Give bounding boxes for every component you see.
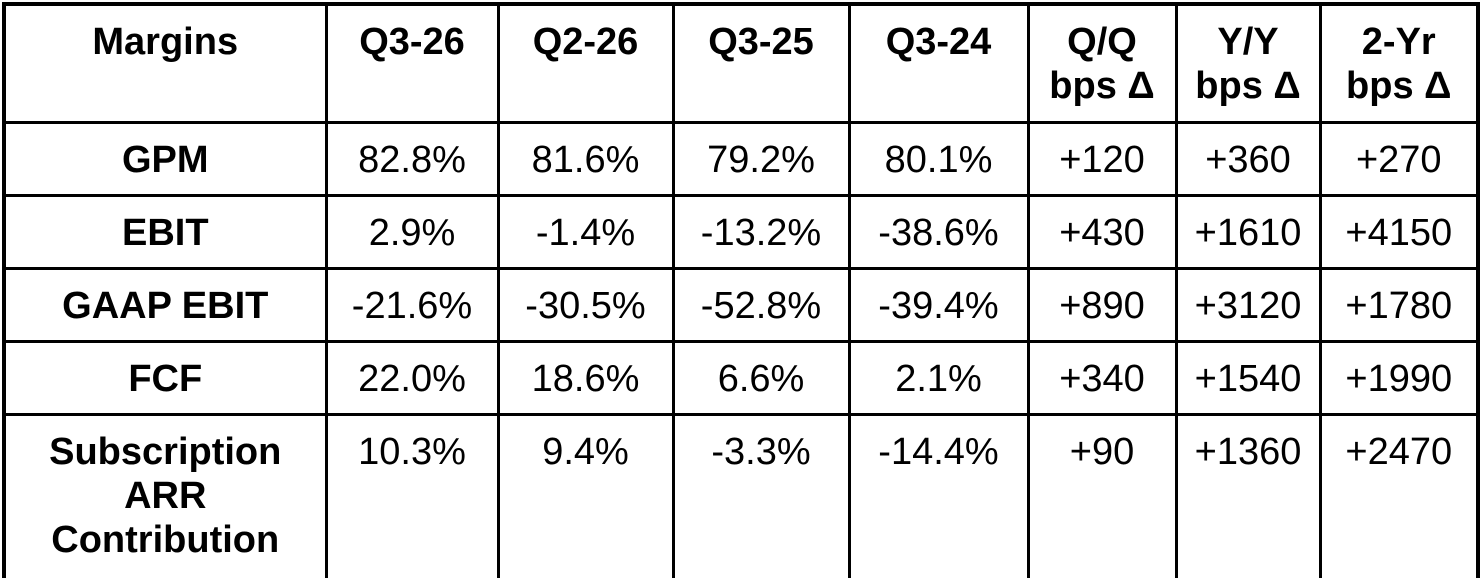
table-cell: -1.4% [496, 193, 675, 270]
table-row-fcf: FCF 22.0% 18.6% 6.6% 2.1% +340 +1540 +1990 [2, 339, 1480, 416]
table-cell: 9.4% [496, 412, 675, 578]
table-cell: 79.2% [671, 120, 851, 197]
table-cell: 6.6% [671, 339, 851, 416]
table-cell: 18.6% [496, 339, 675, 416]
row-label-ebit: EBIT [2, 193, 328, 270]
table-cell: 22.0% [324, 339, 500, 416]
column-header-q3-25: Q3-25 [671, 2, 851, 124]
table-cell: -14.4% [847, 412, 1030, 578]
table-cell: +430 [1026, 193, 1178, 270]
table-cell: -30.5% [496, 266, 675, 343]
row-label-gpm: GPM [2, 120, 328, 197]
header-row: Margins Q3-26 Q2-26 Q3-25 Q3-24 Q/Q bps Δ Y/Y … [2, 2, 1480, 124]
column-header-q3-26: Q3-26 [324, 2, 500, 124]
table-row-ebit: EBIT 2.9% -1.4% -13.2% -38.6% +430 +1610 +4150 [2, 193, 1480, 270]
table-cell: -21.6% [324, 266, 500, 343]
table-cell: +340 [1026, 339, 1178, 416]
table-cell: 2.9% [324, 193, 500, 270]
table-cell: +890 [1026, 266, 1178, 343]
table-cell: 2.1% [847, 339, 1030, 416]
table-cell: 82.8% [324, 120, 500, 197]
table-cell: -39.4% [847, 266, 1030, 343]
table-cell: 10.3% [324, 412, 500, 578]
table-cell: 81.6% [496, 120, 675, 197]
table-cell: -38.6% [847, 193, 1030, 270]
table-row-gaap-ebit: GAAP EBIT -21.6% -30.5% -52.8% -39.4% +890 +31… [2, 266, 1480, 343]
table-cell: +1610 [1174, 193, 1322, 270]
table-cell: +2470 [1318, 412, 1480, 578]
column-header-2-yr-bps: 2-Yr bps Δ [1318, 2, 1480, 124]
table-cell: +3120 [1174, 266, 1322, 343]
table-cell: +1360 [1174, 412, 1322, 578]
table-cell: +360 [1174, 120, 1322, 197]
table-row-gpm: GPM 82.8% 81.6% 79.2% 80.1% +120 +360 +270 [2, 120, 1480, 197]
table-cell: +270 [1318, 120, 1480, 197]
column-header-q-q-bps: Q/Q bps Δ [1026, 2, 1178, 124]
row-label-gaap-ebit: GAAP EBIT [2, 266, 328, 343]
table-cell: -52.8% [671, 266, 851, 343]
table-cell: +1540 [1174, 339, 1322, 416]
table-cell: -3.3% [671, 412, 851, 578]
table-cell: +1780 [1318, 266, 1480, 343]
table-row-subscription-arr-contribution: Subscription ARR Contribution 10.3% 9.4% -3… [2, 412, 1480, 578]
table-cell: +90 [1026, 412, 1178, 578]
column-header-margins: Margins [2, 2, 328, 124]
table-cell: +120 [1026, 120, 1178, 197]
row-label-subscription-arr-contribution: Subscription ARR Contribution [2, 412, 328, 578]
table-body: GPM 82.8% 81.6% 79.2% 80.1% +120 +360 +270 EBIT 2… [2, 120, 1480, 578]
table-cell: +4150 [1318, 193, 1480, 270]
table-cell: -13.2% [671, 193, 851, 270]
row-label-fcf: FCF [2, 339, 328, 416]
column-header-q2-26: Q2-26 [496, 2, 675, 124]
table-cell: 80.1% [847, 120, 1030, 197]
table-cell: +1990 [1318, 339, 1480, 416]
column-header-y-y-bps: Y/Y bps Δ [1174, 2, 1322, 124]
column-header-q3-24: Q3-24 [847, 2, 1030, 124]
